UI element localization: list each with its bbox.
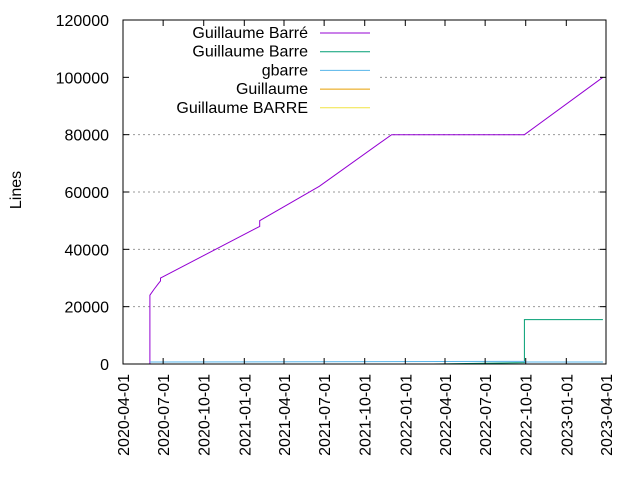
y-axis-title: Lines xyxy=(8,171,25,209)
series-line-0 xyxy=(149,76,604,364)
x-tick-label: 2021-04-01 xyxy=(277,374,294,456)
x-tick-label: 2021-10-01 xyxy=(358,374,375,456)
x-tick-label: 2021-07-01 xyxy=(317,374,334,456)
legend-label: Guillaume xyxy=(236,81,308,98)
series-line-1 xyxy=(433,319,603,365)
x-tick-label: 2021-01-01 xyxy=(237,374,254,456)
y-tick-label: 20000 xyxy=(65,300,110,317)
y-axis-ticks: 0 20000 40000 60000 80000 100000 120000 xyxy=(56,13,606,374)
x-tick-label: 2023-01-01 xyxy=(559,374,576,456)
legend-label: Guillaume Barré xyxy=(192,25,308,42)
x-tick-label: 2022-04-01 xyxy=(438,374,455,456)
x-tick-label: 2020-10-01 xyxy=(197,374,214,456)
x-tick-label: 2022-01-01 xyxy=(398,374,415,456)
y-tick-label: 40000 xyxy=(65,242,110,259)
legend-label: Guillaume BARRE xyxy=(176,100,308,117)
y-tick-label: 100000 xyxy=(56,70,109,87)
x-tick-label: 2022-07-01 xyxy=(478,374,495,456)
x-tick-label: 2020-07-01 xyxy=(156,374,173,456)
y-tick-label: 80000 xyxy=(65,128,110,145)
legend-label: gbarre xyxy=(262,62,308,79)
series-lines xyxy=(149,76,604,365)
x-axis-ticks: 2020-04-01 2020-07-01 2020-10-01 2021-01-01… xyxy=(116,20,616,456)
y-tick-label: 0 xyxy=(100,357,109,374)
y-tick-label: 120000 xyxy=(56,13,109,30)
grid-lines xyxy=(123,76,606,308)
y-tick-label: 60000 xyxy=(65,185,110,202)
x-tick-label: 2020-04-01 xyxy=(116,374,133,456)
legend-label: Guillaume Barre xyxy=(192,44,308,61)
series-line-2 xyxy=(149,360,603,363)
x-tick-label: 2023-04-01 xyxy=(599,374,616,456)
x-tick-label: 2022-10-01 xyxy=(519,374,536,456)
